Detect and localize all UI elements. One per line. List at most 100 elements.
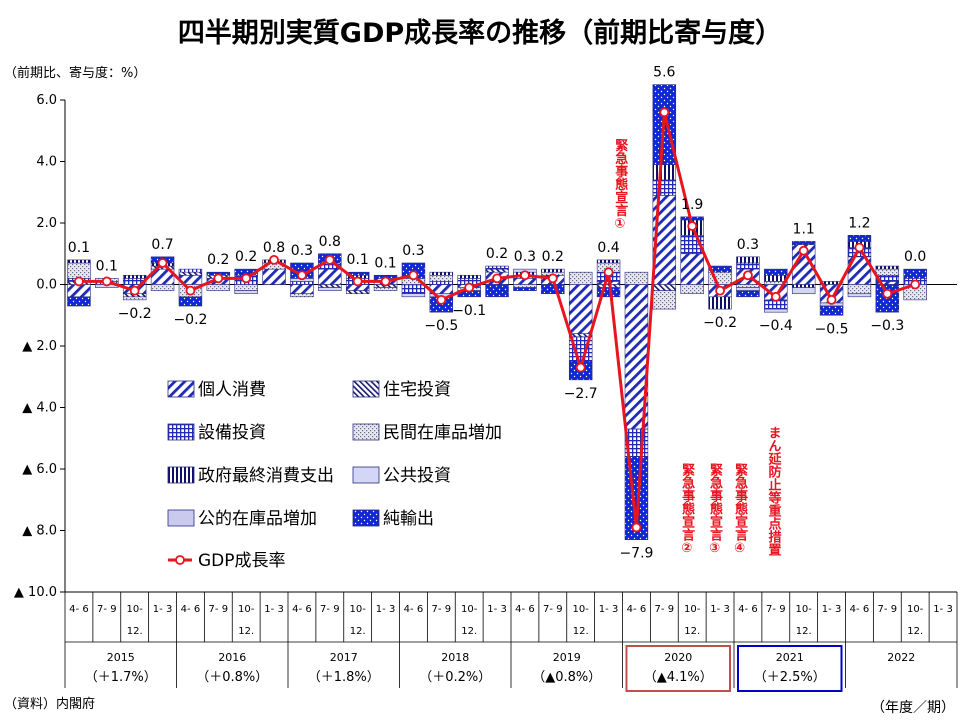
year-label: 2021	[776, 651, 804, 664]
gdp-value-label: 0.7	[151, 237, 173, 253]
gdp-value-label: 0.1	[96, 258, 118, 274]
quarter-label: 1- 3	[822, 604, 842, 615]
bar-inventory-q20	[624, 271, 649, 285]
bar-inventory-q28	[847, 284, 872, 295]
gdp-point	[101, 276, 112, 287]
quarter-label: 7- 9	[655, 604, 675, 615]
legend-swatch-housing	[352, 380, 380, 398]
bar-publicinv-q25	[764, 308, 788, 313]
quarter-label: 12.	[238, 626, 254, 637]
gdp-value-label: −0.2	[118, 306, 152, 322]
bar-housing-q10	[345, 290, 370, 295]
gdp-value-label: 0.2	[542, 249, 564, 265]
y-tick-label: 6.0	[36, 93, 57, 108]
bar-inventory-q29	[875, 268, 900, 276]
quarter-label: 1- 3	[933, 604, 953, 615]
gdp-point	[547, 273, 558, 284]
bar-netexports-q23	[708, 265, 732, 273]
bar-govcons-q26	[791, 284, 816, 288]
gdp-value-label: 0.3	[514, 249, 536, 265]
bar-inventory-q2	[122, 296, 147, 301]
bar-publicinv-q24	[736, 287, 760, 291]
bar-govcons-q14	[457, 274, 481, 279]
quarter-label: 4- 6	[627, 604, 647, 615]
bar-capex-q8	[290, 281, 314, 285]
annual-growth-label: （▲0.8%）	[532, 670, 601, 685]
annual-growth-label: （＋0.2%）	[419, 670, 491, 685]
bar-personal-q9	[318, 268, 342, 285]
year-label: 2016	[218, 651, 246, 664]
gdp-value-label: 1.9	[681, 197, 703, 213]
highlight-box-2020	[625, 645, 731, 692]
gdp-point	[464, 282, 475, 293]
quarter-label: 10-	[573, 604, 590, 615]
bar-netexports-q4	[178, 296, 203, 307]
gdp-point	[408, 270, 419, 281]
quarter-label: 1- 3	[264, 604, 284, 615]
gdp-value-label: 0.1	[68, 240, 90, 256]
gdp-value-label: −0.4	[759, 318, 793, 334]
quarter-label: 4- 6	[515, 604, 535, 615]
gdp-value-label: 0.1	[374, 255, 396, 271]
quarter-label: 4- 6	[69, 604, 89, 615]
gdp-value-label: 0.8	[319, 234, 341, 250]
gdp-value-label: 0.2	[207, 252, 229, 268]
quarter-label: 7- 9	[878, 604, 898, 615]
annual-growth-label: （＋0.8%）	[196, 670, 268, 685]
quarter-label: 7- 9	[432, 604, 452, 615]
gdp-value-label: 0.2	[235, 249, 257, 265]
chart-title: 四半期別実質GDP成長率の推移（前期比寄与度）	[178, 17, 782, 49]
gdp-point	[324, 254, 335, 265]
legend-swatch-capex	[167, 423, 195, 441]
quarter-label: 10-	[127, 604, 144, 615]
gdp-point	[882, 288, 893, 299]
bar-netexports-q15	[485, 284, 509, 298]
quarter-label: 10-	[461, 604, 478, 615]
bar-personal-q18	[568, 284, 593, 335]
bar-govcons-q29	[875, 265, 900, 270]
quarter-label: 7- 9	[766, 604, 786, 615]
source-note: （資料）内閣府	[4, 696, 95, 712]
quarter-label: 7- 9	[209, 604, 229, 615]
bar-govcons-q21	[652, 164, 677, 181]
gdp-point	[129, 285, 140, 296]
gdp-point	[575, 362, 586, 373]
bar-publicinv-q26	[791, 287, 816, 295]
gdp-value-label: 0.2	[486, 246, 508, 262]
gdp-point	[492, 273, 502, 284]
bar-capex-q15	[485, 265, 509, 270]
bar-capex-q21	[652, 179, 677, 196]
legend-swatch-govcons	[167, 466, 195, 484]
annual-growth-label: （＋1.7%）	[85, 670, 157, 685]
quarter-label: 4- 6	[181, 604, 201, 615]
bar-netexports-q16	[513, 287, 537, 291]
legend-swatch-publicinv	[352, 466, 380, 484]
bar-publicinv-q6	[234, 290, 258, 295]
bar-netexports-q0	[67, 296, 91, 307]
legend-label-personal: 個人消費	[198, 380, 266, 400]
bar-inventory-q6	[234, 284, 258, 291]
bar-personal-q0	[67, 284, 91, 298]
legend-label-housing: 住宅投資	[383, 380, 451, 400]
gdp-point	[743, 270, 753, 281]
y-tick-label: 4.0	[36, 155, 57, 170]
quarter-label: 1- 3	[599, 604, 619, 615]
gdp-value-label: 5.6	[653, 65, 675, 81]
gdp-point	[659, 107, 670, 118]
quarter-label: 7- 9	[543, 604, 563, 615]
quarter-label: 7- 9	[97, 604, 117, 615]
gdp-value-label: 0.3	[737, 237, 759, 253]
year-label: 2018	[441, 651, 469, 664]
legend-swatch-publicinventory	[167, 509, 195, 527]
bar-netexports-q30	[903, 268, 927, 279]
gdp-value-label: 0.0	[904, 249, 926, 265]
gdp-value-label: 1.1	[793, 221, 815, 237]
y-tick-label: ▲ 6.0	[22, 462, 57, 477]
bar-publicinv-q28	[847, 293, 872, 298]
gdp-value-label: −0.1	[452, 303, 486, 319]
gdp-point	[687, 221, 698, 231]
bar-govcons-q24	[736, 256, 760, 264]
gdp-point	[631, 522, 642, 533]
annotation-emergency-2: 緊急事態宣言②	[679, 462, 695, 556]
